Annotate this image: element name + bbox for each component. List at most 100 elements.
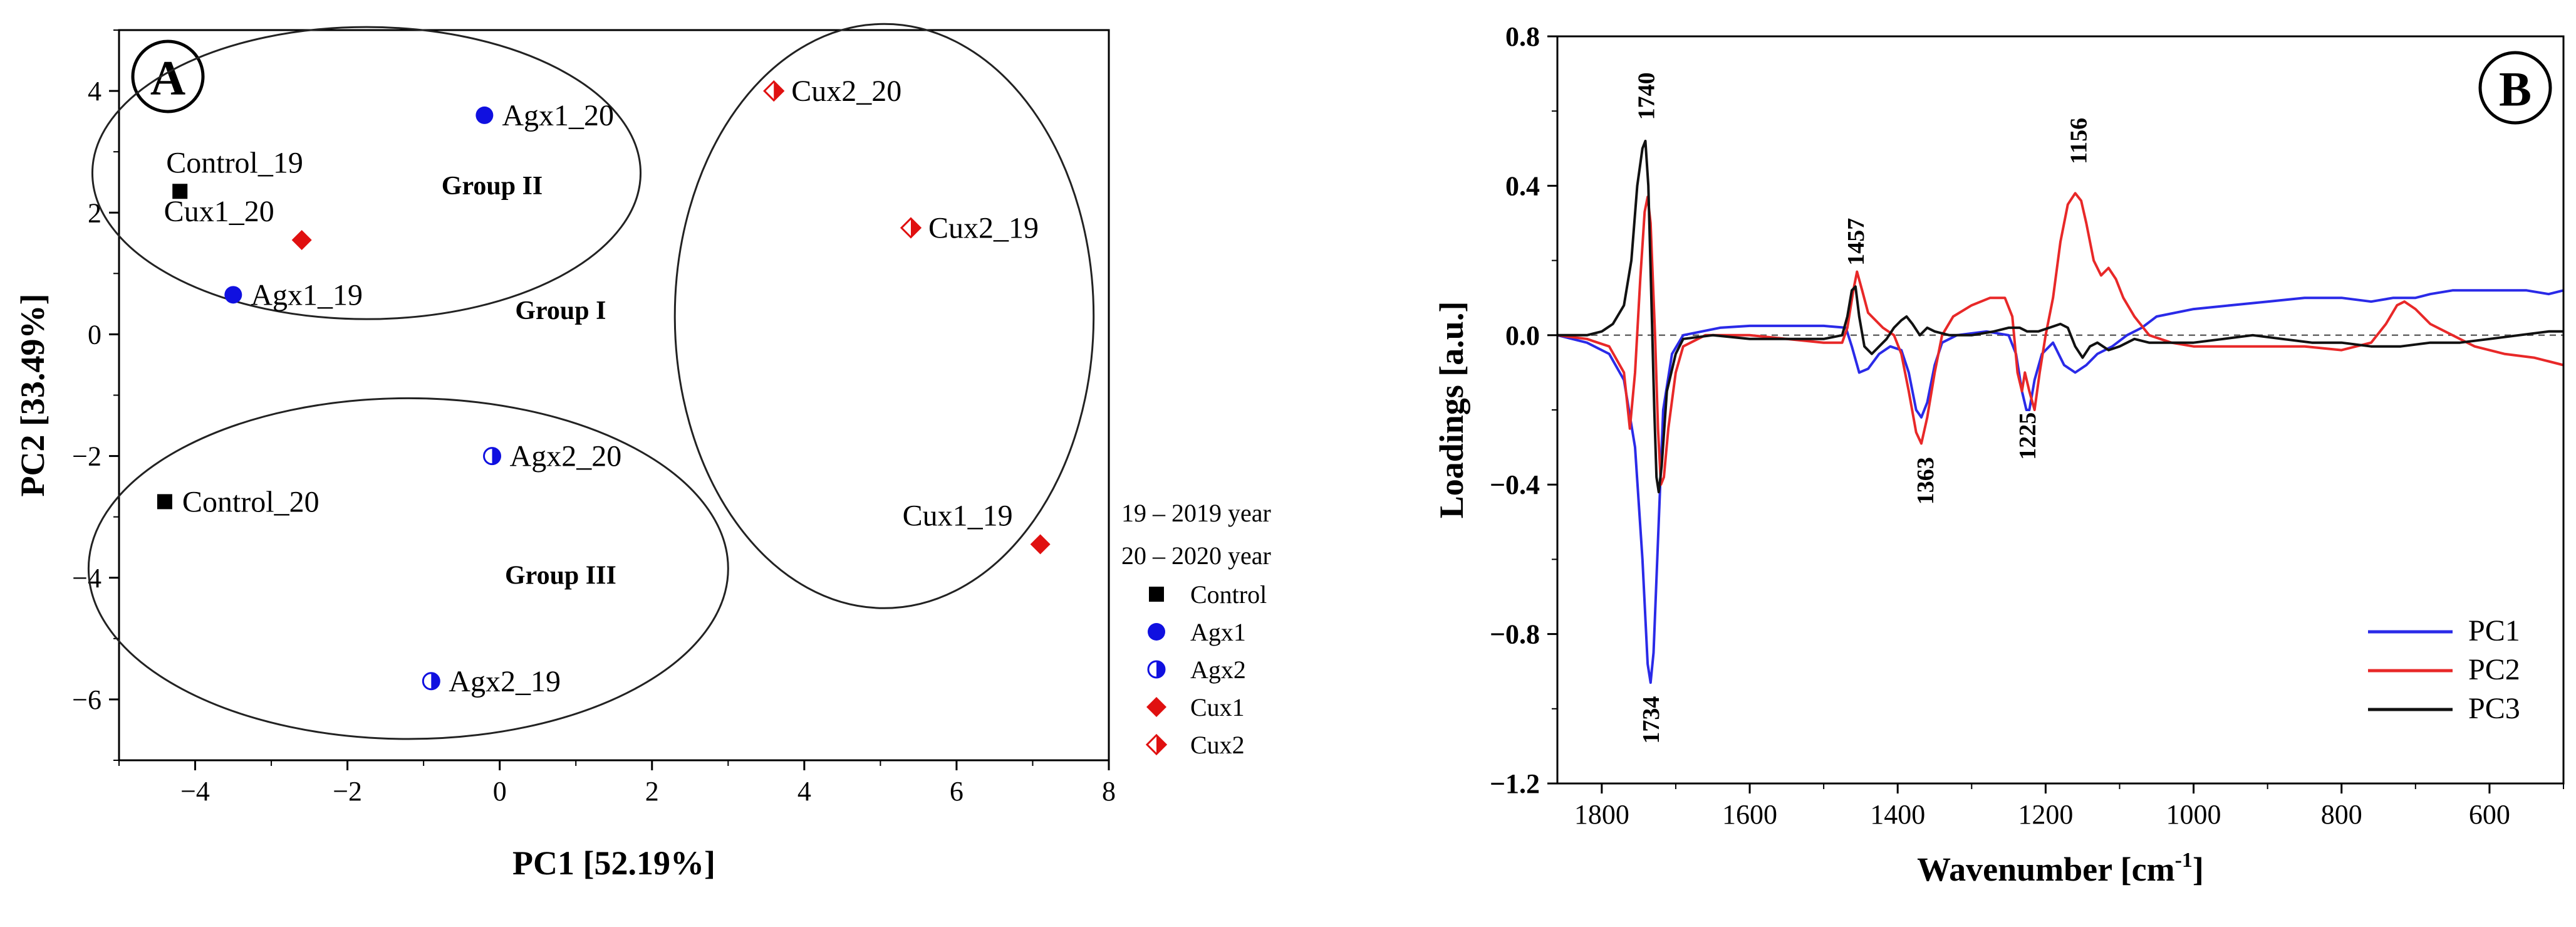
panel-a-x-axis-label: PC1 [52.19%] [512,844,715,882]
legend-entry-pc1: PC1 [2468,614,2520,647]
y-tick-label: −0.4 [1490,469,1540,500]
legend-note-2020: 20 – 2020 year [1121,542,1271,570]
y-tick-label: −4 [72,563,101,594]
group-label-group-iii: Group III [505,561,616,590]
point-cux1-20 [291,229,312,250]
panel-a-y-axis-label: PC2 [33.49%] [14,294,51,497]
legend-entry-pc2: PC2 [2468,653,2520,686]
point-cux1-19-shape [1030,534,1051,555]
point-cux1-19 [1030,534,1051,555]
group-ellipse-group-i [673,23,1095,609]
point-label-agx1-19: Agx1_19 [251,278,363,312]
group-label-group-ii: Group II [442,172,543,201]
group-ellipse-group-ii [91,26,642,320]
panel-b-x-axis-label-superscript: -1 [2175,849,2193,872]
peak-label-1225: 1225 [2015,412,2041,460]
legend-marker-agx2 [1147,660,1166,679]
point-agx1-19 [224,286,242,304]
panel-a: PC1 [52.19%] PC2 [33.49%] A 19 – 2019 ye… [14,23,1271,882]
legend-marker-cux1 [1146,697,1166,717]
panel-a-badge-circle [131,39,205,113]
panel-b-legend: PC1 PC2 PC3 [2368,614,2520,725]
legend-entry-control: Control [1190,580,1267,609]
series-line-pc1 [1557,289,2564,684]
peak-label-1740: 1740 [1634,72,1660,120]
point-cux2-19-fill [911,218,920,238]
x-tick-label: 800 [2321,799,2362,830]
x-tick-label: −4 [180,776,210,807]
group-ellipse-group-iii [87,397,729,740]
panel-b-badge-circle [2478,51,2552,125]
point-agx2-20 [483,447,502,466]
point-label-agx2-19: Agx2_19 [449,665,561,698]
x-tick-label: 8 [1102,776,1116,807]
point-label-cux1-19: Cux1_19 [903,499,1013,532]
legend-marker-control-shape [1149,587,1164,602]
legend-entry-pc3: PC3 [2468,692,2520,725]
x-tick-label: 1200 [2018,799,2073,830]
point-label-agx2-20: Agx2_20 [510,440,622,473]
legend-marker-cux2 [1145,733,1168,756]
y-tick-label: 4 [88,76,101,107]
legend-marker-agx1 [1148,623,1165,641]
legend-marker-agx2-fill [1156,661,1165,678]
point-label-cux1-20: Cux1_20 [164,195,274,228]
point-control-20 [157,494,172,510]
panel-b-x-axis-label: Wavenumber [cm-1] [1917,849,2204,888]
y-tick-label: 0 [88,319,101,350]
x-tick-label: 600 [2469,799,2510,830]
y-tick-label: 0.8 [1505,21,1540,52]
y-tick-label: 0.4 [1505,170,1540,201]
point-cux1-20-shape [291,229,312,250]
panel-a-legend: 19 – 2019 year 20 – 2020 year Control Ag… [1121,499,1271,759]
point-control-19 [172,184,188,199]
point-label-cux2-20: Cux2_20 [791,75,901,108]
group-label-group-i: Group I [515,296,606,325]
legend-note-2019: 19 – 2019 year [1121,499,1271,527]
point-agx2-19-fill [431,673,440,689]
point-control-20-shape [157,494,172,510]
series-line-pc2 [1557,192,2564,486]
y-tick-label: −0.8 [1490,619,1540,650]
legend-entry-agx2: Agx2 [1190,656,1246,684]
y-tick-label: −1.2 [1490,768,1540,799]
peak-label-1734: 1734 [1638,696,1665,744]
x-tick-label: 6 [950,776,963,807]
point-agx1-19-shape [224,286,242,304]
peak-label-1457: 1457 [1843,218,1869,266]
x-tick-label: 1800 [1574,799,1629,830]
point-cux2-20-fill [774,81,784,101]
point-cux2-20 [763,80,785,102]
point-label-control-20: Control_20 [182,485,319,518]
point-label-agx1-20: Agx1_20 [502,99,614,132]
legend-marker-control [1149,587,1164,602]
panel-b-badge-letter: B [2499,62,2532,117]
x-tick-label: 4 [797,776,811,807]
legend-marker-cux2-fill [1156,735,1166,754]
point-agx1-20-shape [475,106,494,124]
x-tick-label: 1400 [1870,799,1925,830]
panel-a-badge: A [131,39,205,113]
panel-b-y-axis-label: Loadings [a.u.] [1433,301,1470,519]
peak-label-1156: 1156 [2065,118,2092,164]
panel-b-x-axis-label-tail: ] [2193,851,2204,888]
legend-entry-cux1: Cux1 [1190,693,1245,721]
x-tick-label: 1600 [1722,799,1777,830]
point-agx2-20-fill [492,448,501,464]
point-cux2-19 [900,217,922,239]
legend-entry-cux2: Cux2 [1190,731,1245,759]
x-tick-label: 2 [645,776,659,807]
panel-b-x-axis-label-main: Wavenumber [cm [1917,851,2174,888]
panel-a-badge-letter: A [150,51,185,105]
point-label-cux2-19: Cux2_19 [928,212,1039,245]
legend-marker-agx1-shape [1148,623,1165,641]
legend-marker-cux1-shape [1146,697,1166,717]
legend-entry-agx1: Agx1 [1190,618,1246,646]
point-agx2-19 [422,672,440,691]
point-agx1-20 [475,106,494,124]
panel-b: Wavenumber [cm-1] Loadings [a.u.] PC1 PC… [1433,21,2565,888]
x-tick-label: 0 [493,776,507,807]
y-tick-label: 2 [88,197,101,228]
